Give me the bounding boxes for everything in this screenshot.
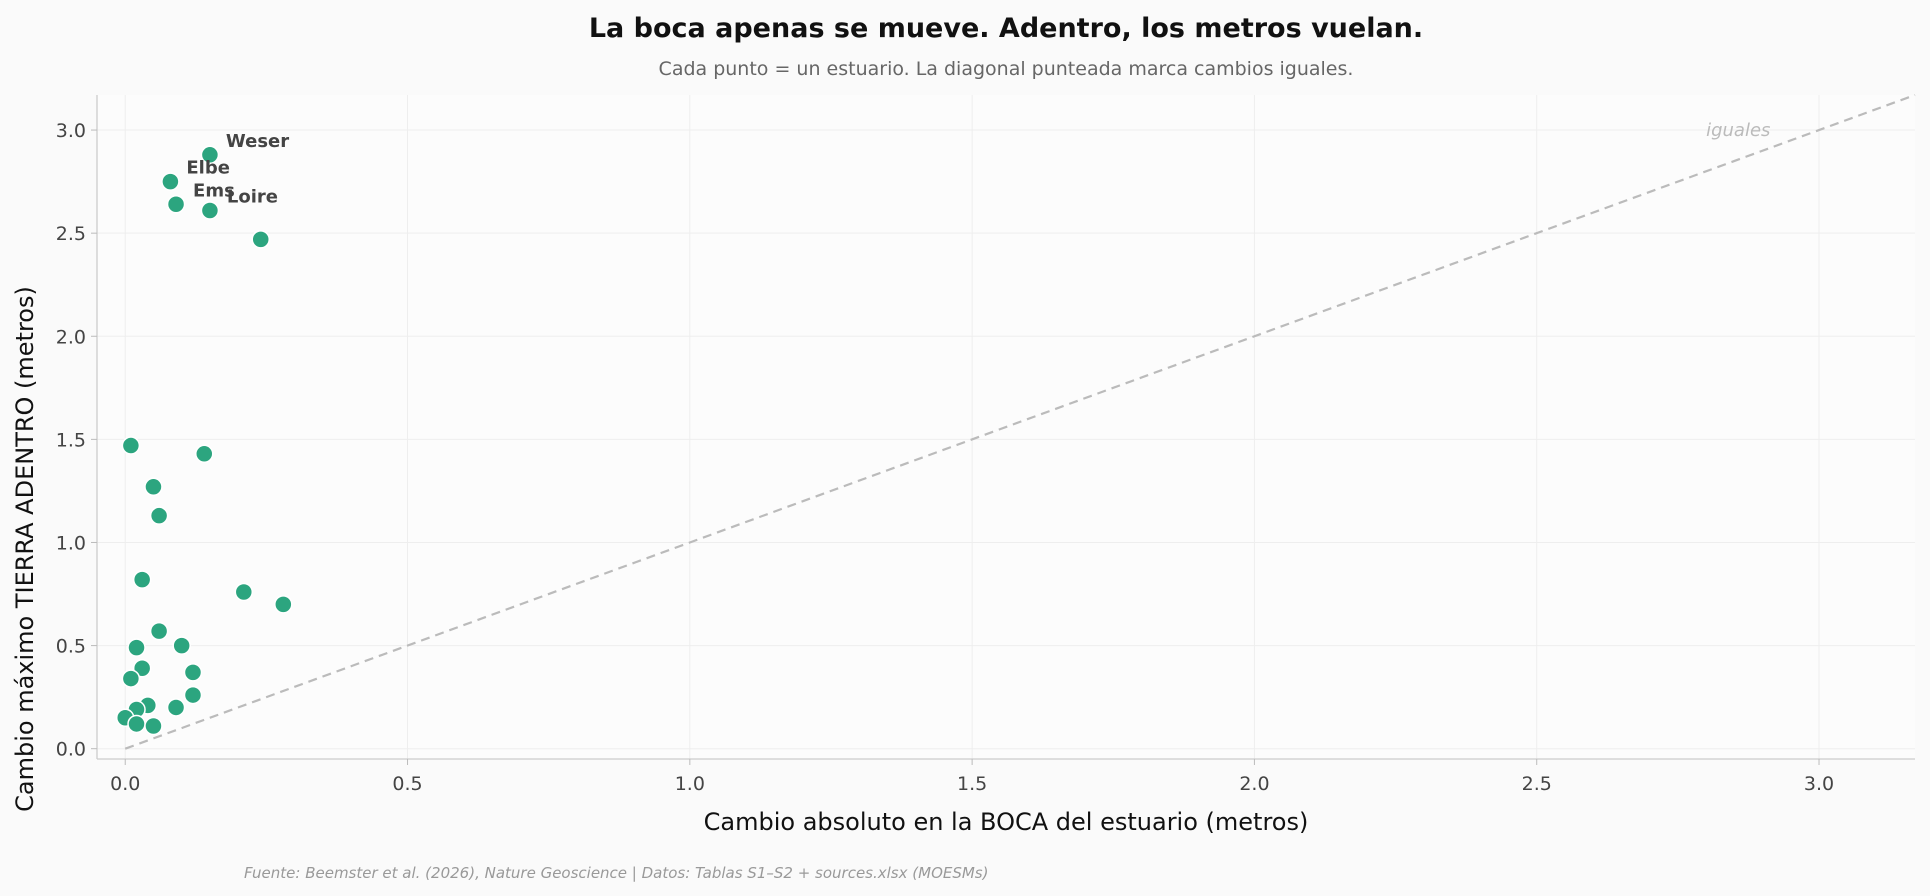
data-point bbox=[127, 638, 146, 657]
data-point bbox=[149, 506, 169, 525]
x-tick-label: 2.0 bbox=[1239, 773, 1269, 795]
data-point bbox=[132, 659, 152, 678]
data-point bbox=[121, 669, 141, 688]
diagonal-label: iguales bbox=[1706, 120, 1770, 141]
data-point bbox=[234, 582, 254, 602]
data-point bbox=[172, 636, 191, 655]
data-point bbox=[144, 716, 163, 736]
data-point bbox=[183, 663, 203, 682]
x-axis-ticks: 0.0 0.5 1.0 1.5 2.0 2.5 3.0 bbox=[110, 759, 1834, 795]
x-tick-label: 3.0 bbox=[1804, 773, 1834, 795]
data-point bbox=[274, 595, 293, 614]
y-tick-label: 1.0 bbox=[56, 532, 86, 554]
x-tick-label: 1.5 bbox=[957, 773, 987, 795]
data-point bbox=[166, 698, 186, 717]
point-label-elbe: Elbe bbox=[186, 158, 230, 179]
data-points bbox=[115, 145, 293, 736]
x-axis-label: Cambio absoluto en la BOCA del estuario … bbox=[704, 808, 1309, 836]
data-point bbox=[183, 685, 203, 705]
y-axis-label: Cambio máximo TIERRA ADENTRO (metros) bbox=[11, 286, 39, 812]
x-tick-label: 0.0 bbox=[110, 773, 140, 795]
data-point bbox=[161, 172, 180, 191]
chart-subtitle: Cada punto = un estuario. La diagonal pu… bbox=[659, 58, 1354, 80]
x-tick-label: 1.0 bbox=[675, 773, 705, 795]
gridlines bbox=[97, 95, 1915, 759]
y-axis-ticks: 0.0 0.5 1.0 1.5 2.0 2.5 3.0 bbox=[56, 120, 97, 761]
source-note: Fuente: Beemster et al. (2026), Nature G… bbox=[244, 864, 988, 882]
chart-title: La boca apenas se mueve. Adentro, los me… bbox=[589, 13, 1423, 44]
x-tick-label: 0.5 bbox=[392, 773, 422, 795]
y-tick-label: 1.5 bbox=[56, 429, 86, 451]
data-point bbox=[166, 195, 186, 214]
data-point bbox=[149, 621, 169, 641]
point-label-ems: Ems bbox=[193, 180, 235, 201]
y-tick-label: 0.5 bbox=[56, 636, 86, 658]
y-tick-label: 2.0 bbox=[56, 326, 86, 348]
data-point bbox=[121, 436, 141, 455]
data-point bbox=[132, 570, 152, 589]
data-point bbox=[195, 444, 214, 464]
y-tick-label: 3.0 bbox=[56, 120, 86, 142]
point-label-loire: Loire bbox=[227, 186, 278, 207]
data-point bbox=[127, 714, 146, 734]
data-point bbox=[200, 201, 220, 220]
data-point bbox=[200, 145, 220, 165]
equal-change-diagonal bbox=[124, 93, 1916, 750]
x-tick-label: 2.5 bbox=[1522, 773, 1552, 795]
y-tick-label: 0.0 bbox=[56, 739, 86, 761]
y-tick-label: 2.5 bbox=[56, 223, 86, 245]
data-point bbox=[251, 230, 270, 249]
point-label-weser: Weser bbox=[226, 131, 289, 152]
data-point bbox=[144, 477, 163, 497]
